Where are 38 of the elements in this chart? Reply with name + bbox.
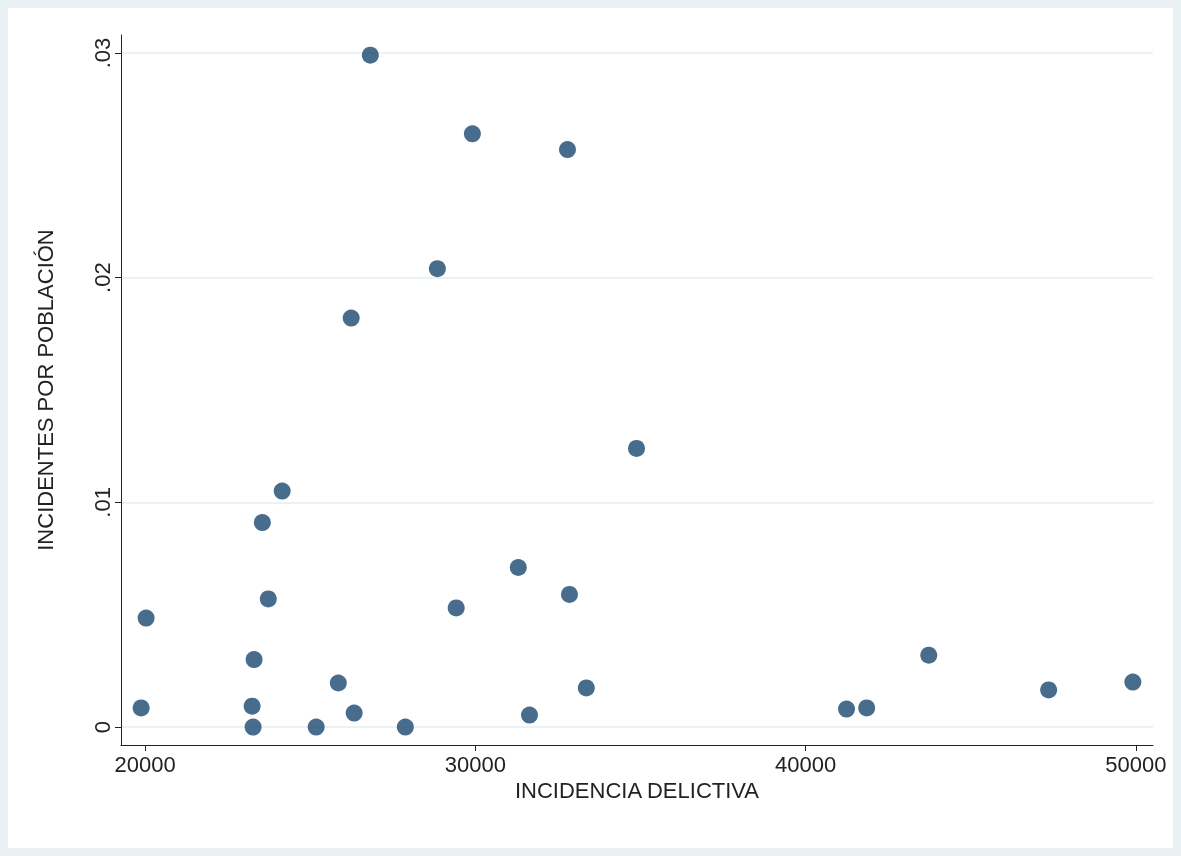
point — [345, 704, 363, 722]
point — [273, 482, 291, 500]
point — [858, 699, 876, 717]
x-tick-label: 40000 — [774, 751, 837, 777]
point — [307, 718, 325, 736]
x-tick-label: 50000 — [1105, 751, 1167, 777]
point — [920, 646, 938, 664]
point — [559, 141, 576, 159]
y-axis-title: INCIDENTES POR POBLACIÓN — [32, 229, 58, 551]
point — [342, 309, 360, 327]
y-tick-label: .03 — [89, 37, 115, 69]
point — [132, 699, 150, 717]
x-axis-title: INCIDENCIA DELICTIVA — [514, 778, 760, 804]
point — [521, 706, 539, 724]
point — [245, 651, 263, 669]
point — [137, 609, 155, 627]
y-tick-label: .01 — [89, 487, 115, 518]
point — [259, 590, 277, 608]
point — [1124, 673, 1142, 691]
point — [509, 559, 527, 576]
y-tick-label: 0 — [89, 720, 115, 734]
point — [447, 599, 465, 617]
point — [577, 679, 595, 697]
point — [838, 700, 856, 718]
x-tick-label: 20000 — [114, 751, 176, 777]
point — [560, 585, 578, 603]
point — [463, 125, 481, 143]
x-tick-label: 30000 — [444, 751, 506, 777]
point — [253, 514, 271, 532]
y-tick-label: .02 — [89, 262, 115, 293]
point — [244, 718, 262, 736]
point — [1040, 681, 1058, 699]
point — [628, 439, 645, 457]
point — [396, 718, 414, 736]
point — [428, 260, 446, 278]
point — [329, 674, 347, 692]
point — [361, 46, 379, 64]
point — [243, 697, 261, 715]
